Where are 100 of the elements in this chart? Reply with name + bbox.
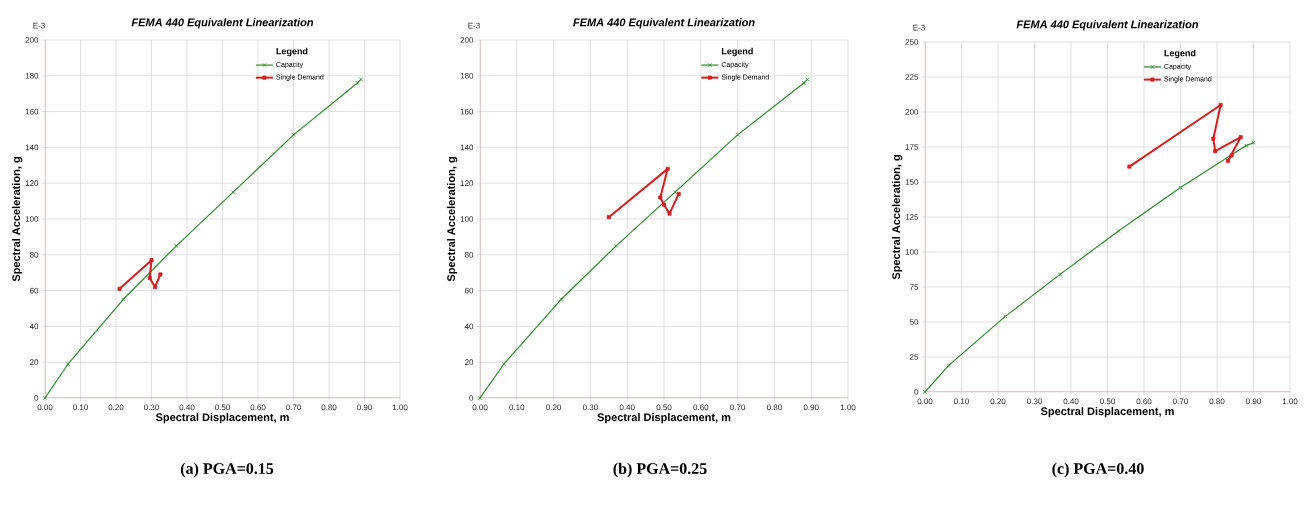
point: [735, 132, 740, 138]
point: [355, 80, 360, 86]
x-tick-label: 0.80: [1209, 398, 1225, 405]
x-tick-label: 0.50: [656, 404, 672, 411]
y-tick-label: 150: [905, 179, 919, 185]
legend-title: Legend: [721, 47, 753, 57]
point: [291, 132, 296, 138]
y-tick-label: 160: [25, 108, 39, 115]
x-tick-label: 0.40: [619, 404, 635, 411]
y-tick-label: 100: [460, 216, 474, 222]
x-tick-label: 0.90: [803, 404, 819, 411]
point: [1003, 314, 1008, 319]
x-tick-label: 0.00: [37, 404, 53, 411]
y-tick-label: 80: [29, 251, 39, 258]
point: [658, 195, 663, 200]
x-axis-title: Spectral Displacement, m: [597, 413, 731, 424]
legend-title: Legend: [276, 47, 308, 57]
point: [1057, 272, 1063, 277]
x-tick-label: 0.20: [990, 398, 1006, 405]
y-tick-label: 140: [25, 144, 39, 151]
y-tick-label: 0: [34, 395, 39, 401]
point: [149, 258, 154, 263]
point: [1244, 143, 1249, 148]
text: (a) PGA=0.15: [180, 462, 274, 478]
point: [158, 272, 163, 277]
y-tick-label: 0: [914, 389, 919, 395]
point: [1218, 102, 1223, 107]
point: [153, 285, 158, 290]
point: [1213, 149, 1218, 154]
y-axis-title: Spectral Acceleration, g: [891, 155, 903, 280]
x-tick-label: 0.10: [509, 404, 525, 411]
text: E-3: [913, 24, 925, 31]
point: [558, 297, 564, 302]
y-tick-label: 180: [460, 72, 474, 79]
y-tick-label: 25: [909, 354, 919, 360]
point: [1127, 164, 1132, 169]
point: [665, 166, 670, 171]
y-tick-label: 140: [460, 144, 474, 151]
x-tick-label: 1.00: [840, 404, 856, 411]
x-tick-label: 0.40: [1063, 398, 1079, 405]
y-tick-label: 40: [29, 323, 39, 330]
point: [672, 189, 678, 195]
x-tick-label: 0.20: [546, 404, 562, 411]
x-tick-label: 0.40: [179, 404, 195, 411]
text: E-3: [468, 22, 480, 29]
y-tick-label: 20: [464, 359, 474, 366]
point: [174, 243, 179, 249]
y-tick-label: 200: [460, 37, 474, 43]
text: E-3: [33, 22, 45, 29]
x-tick-label: 1.00: [392, 404, 408, 411]
point: [65, 361, 71, 367]
x-axis-title: Spectral Displacement, m: [155, 413, 289, 424]
point: [667, 211, 672, 216]
x-tick-label: 0.90: [1246, 398, 1261, 405]
point: [147, 276, 152, 281]
x-tick-label: 0.30: [1027, 398, 1042, 405]
x-tick-label: 0.60: [693, 404, 709, 411]
x-tick-label: 0.70: [1173, 398, 1188, 405]
y-tick-label: 80: [464, 251, 474, 258]
y-tick-label: 225: [905, 74, 919, 80]
y-tick-label: 200: [905, 109, 919, 115]
x-tick-label: 0.50: [1100, 398, 1115, 405]
chart-title: FEMA 440 Equivalent Linearization: [1016, 20, 1199, 31]
x-tick-label: 0.70: [730, 404, 746, 411]
point: [1116, 228, 1121, 234]
x-tick-label: 0.30: [144, 404, 159, 411]
y-axis-title: Spectral Acceleration, g: [446, 157, 458, 282]
chart-title: FEMA 440 Equivalent Linearization: [131, 18, 314, 29]
x-tick-label: 0.20: [108, 404, 124, 411]
x-tick-label: 0.00: [917, 398, 933, 405]
x-tick-label: 0.80: [321, 404, 337, 411]
y-tick-label: 175: [905, 144, 919, 150]
point: [1211, 136, 1216, 141]
chart-title: FEMA 440 Equivalent Linearization: [573, 18, 755, 29]
y-tick-label: 40: [464, 323, 474, 330]
y-tick-label: 200: [25, 37, 39, 43]
point: [1229, 153, 1234, 158]
y-tick-label: 75: [909, 284, 919, 290]
point: [946, 363, 951, 368]
x-tick-label: 0.10: [73, 404, 88, 411]
y-tick-label: 180: [25, 72, 39, 79]
y-tick-label: 250: [905, 39, 919, 45]
point: [606, 215, 611, 220]
x-tick-label: 0.50: [215, 404, 230, 411]
x-tick-label: 0.60: [1136, 398, 1152, 405]
x-tick-label: 0.00: [472, 404, 488, 411]
y-tick-label: 60: [29, 287, 39, 294]
y-tick-label: 100: [905, 249, 919, 255]
y-tick-label: 50: [909, 319, 919, 325]
y-axis-title: Spectral Acceleration, g: [11, 157, 23, 282]
x-tick-label: 0.30: [582, 404, 598, 411]
point: [120, 297, 126, 302]
legend-title: Legend: [1164, 49, 1196, 59]
point: [1238, 135, 1243, 140]
x-tick-label: 0.70: [286, 404, 301, 411]
y-tick-label: 60: [464, 287, 474, 294]
y-tick-label: 120: [460, 180, 474, 187]
x-tick-label: 0.10: [954, 398, 969, 405]
point: [676, 191, 681, 196]
y-tick-label: 0: [469, 395, 474, 401]
